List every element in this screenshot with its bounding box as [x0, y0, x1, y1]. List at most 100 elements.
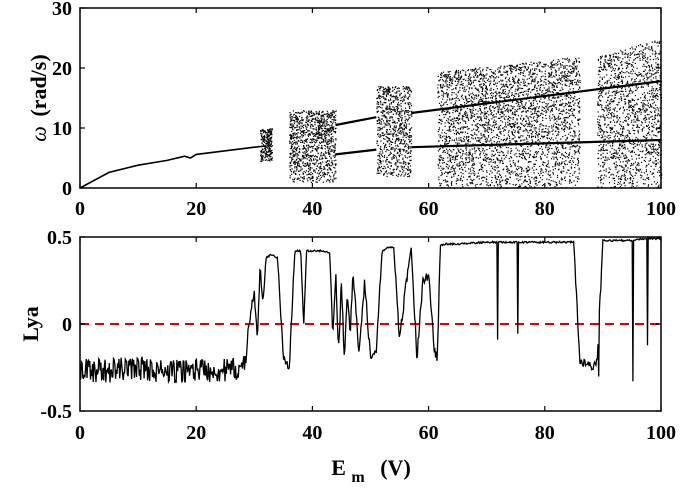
scatter-point: [267, 160, 269, 162]
scatter-point: [323, 144, 326, 147]
scatter-point: [564, 116, 566, 119]
scatter-point: [407, 91, 409, 94]
scatter-point: [495, 120, 497, 122]
scatter-point: [398, 127, 400, 130]
scatter-point: [271, 131, 273, 133]
scatter-point: [468, 76, 470, 78]
scatter-point: [321, 148, 323, 150]
scatter-point: [300, 130, 302, 132]
scatter-point: [313, 170, 315, 172]
scatter-point: [556, 157, 558, 159]
scatter-point: [558, 82, 561, 84]
scatter-point: [312, 139, 314, 141]
scatter-point: [391, 116, 393, 118]
scatter-point: [268, 146, 270, 148]
scatter-point: [441, 111, 443, 113]
scatter-point: [459, 112, 461, 114]
scatter-point: [469, 153, 471, 156]
scatter-point: [496, 82, 498, 84]
scatter-point: [264, 137, 266, 139]
scatter-point: [306, 150, 308, 152]
scatter-point: [439, 122, 441, 124]
scatter-point: [405, 127, 408, 129]
scatter-point: [314, 121, 316, 123]
scatter-point: [500, 111, 502, 113]
scatter-point: [460, 107, 462, 109]
scatter-point: [331, 133, 333, 135]
scatter-point: [386, 88, 388, 90]
scatter-point: [441, 167, 443, 169]
scatter-point: [455, 97, 457, 99]
scatter-point: [485, 104, 487, 106]
scatter-point: [456, 108, 458, 110]
scatter-point: [307, 124, 309, 127]
scatter-point: [505, 124, 507, 126]
scatter-point: [516, 101, 519, 103]
scatter-point: [325, 130, 327, 132]
scatter-point: [479, 109, 481, 111]
scatter-point: [292, 116, 294, 118]
scatter-point: [533, 81, 535, 83]
scatter-point: [452, 155, 454, 157]
scatter-point: [572, 161, 574, 163]
scatter-point: [495, 91, 497, 93]
scatter-point: [577, 81, 580, 83]
scatter-point: [307, 171, 309, 173]
scatter-point: [531, 108, 533, 110]
scatter-point: [292, 128, 294, 130]
scatter-point: [297, 154, 299, 157]
scatter-point: [486, 138, 488, 140]
scatter-point: [557, 96, 559, 98]
scatter-point: [450, 182, 453, 184]
scatter-point: [328, 124, 330, 126]
scatter-point: [311, 132, 313, 134]
scatter-point: [554, 117, 556, 119]
scatter-point: [480, 72, 482, 74]
scatter-point: [481, 120, 483, 122]
scatter-point: [477, 123, 479, 125]
scatter-point: [568, 65, 570, 67]
scatter-point: [554, 88, 556, 91]
scatter-point: [526, 130, 528, 132]
scatter-point: [404, 113, 406, 115]
scatter-point: [458, 123, 460, 125]
scatter-point: [265, 139, 267, 141]
scatter-point: [493, 80, 495, 82]
scatter-point: [294, 177, 296, 179]
scatter-point: [451, 83, 454, 85]
scatter-point: [552, 126, 554, 128]
scatter-point: [531, 81, 533, 83]
scatter-point: [567, 95, 569, 97]
scatter-point: [520, 69, 522, 71]
scatter-point: [310, 115, 312, 117]
scatter-point: [486, 175, 488, 177]
scatter-point: [320, 151, 323, 154]
scatter-point: [552, 166, 554, 168]
scatter-point: [308, 146, 310, 148]
scatter-point: [554, 185, 556, 188]
scatter-point: [539, 88, 541, 90]
scatter-point: [568, 58, 570, 60]
scatter-point: [309, 167, 311, 169]
scatter-point: [380, 140, 382, 142]
scatter-point: [388, 90, 390, 93]
scatter-point: [385, 87, 387, 89]
scatter-point: [571, 120, 573, 122]
scatter-point: [327, 163, 330, 165]
scatter-point: [392, 96, 394, 98]
scatter-point: [403, 143, 405, 145]
scatter-point: [400, 141, 402, 143]
scatter-point: [470, 113, 472, 115]
scatter-point: [306, 141, 308, 143]
scatter-point: [378, 166, 380, 168]
scatter-point: [446, 148, 448, 150]
scatter-point: [552, 173, 554, 175]
scatter-point: [324, 168, 326, 170]
scatter-point: [532, 102, 535, 104]
scatter-point: [493, 83, 495, 85]
scatter-point: [449, 98, 451, 100]
scatter-point: [473, 98, 475, 100]
scatter-point: [441, 111, 443, 113]
scatter-point: [323, 113, 325, 116]
